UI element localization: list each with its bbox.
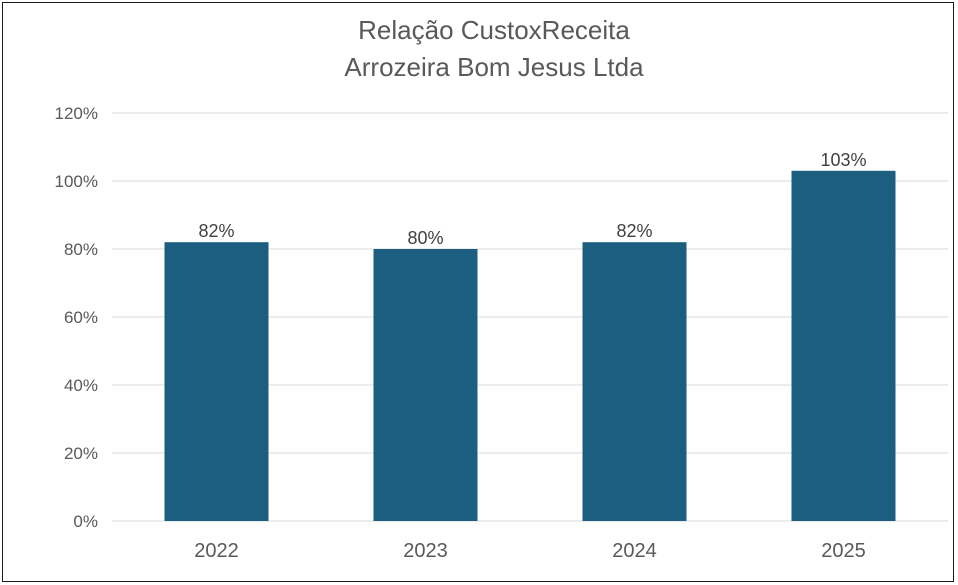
x-axis-categories: 2022 2023 2024 2025: [194, 540, 866, 562]
chart-subtitle: Arrozeira Bom Jesus Ltda: [344, 52, 644, 82]
y-tick-label: 80%: [64, 240, 98, 259]
chart-title: Relação CustoxReceita: [358, 15, 630, 45]
data-label-2025: 103%: [820, 150, 866, 170]
bar-2022: [164, 242, 269, 521]
x-tick-label-2022: 2022: [194, 540, 239, 562]
x-tick-label-2025: 2025: [821, 540, 866, 562]
y-tick-label: 40%: [64, 376, 98, 395]
bars: [164, 170, 896, 522]
bar-2023: [373, 249, 478, 521]
data-label-2023: 80%: [407, 228, 443, 248]
x-tick-label-2024: 2024: [612, 540, 657, 562]
bar-2024: [582, 242, 687, 521]
data-label-2024: 82%: [616, 221, 652, 241]
data-label-2022: 82%: [198, 221, 234, 241]
y-tick-label: 20%: [64, 444, 98, 463]
y-tick-label: 0%: [73, 512, 98, 531]
y-axis-ticks: 0% 20% 40% 60% 80% 100% 120%: [55, 104, 98, 531]
y-tick-label: 120%: [55, 104, 98, 123]
x-tick-label-2023: 2023: [403, 540, 448, 562]
bar-2025: [791, 170, 896, 522]
y-tick-label: 100%: [55, 172, 98, 191]
y-tick-label: 60%: [64, 308, 98, 327]
data-labels: 82% 80% 82% 103%: [198, 150, 866, 248]
